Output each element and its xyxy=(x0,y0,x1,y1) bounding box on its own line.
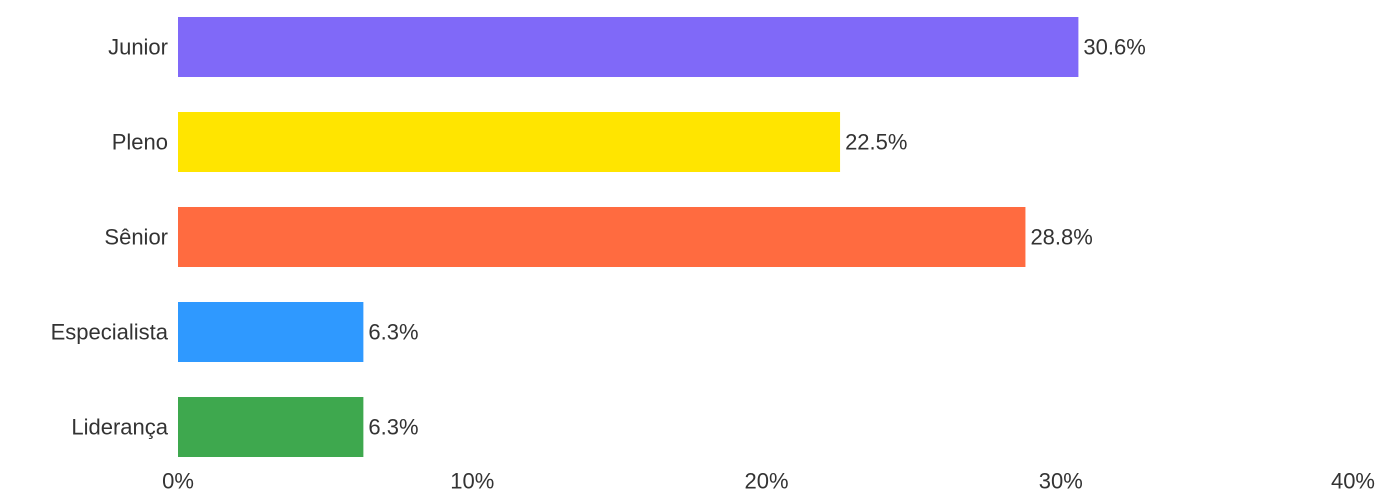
value-label-senior: 28.8% xyxy=(1030,225,1092,250)
category-label-junior: Junior xyxy=(108,35,168,60)
value-label-lideranca: 6.3% xyxy=(368,415,418,440)
category-label-lideranca: Liderança xyxy=(71,415,168,440)
value-label-junior: 30.6% xyxy=(1083,35,1145,60)
bar-senior xyxy=(178,207,1026,267)
x-tick-label: 20% xyxy=(744,469,788,494)
bar-junior xyxy=(178,17,1079,77)
bar-especialista xyxy=(178,302,364,362)
x-tick-label: 40% xyxy=(1331,469,1375,494)
value-labels: 30.6% 22.5% 28.8% 6.3% 6.3% xyxy=(368,35,1145,440)
value-label-pleno: 22.5% xyxy=(845,130,907,155)
category-label-pleno: Pleno xyxy=(112,130,168,155)
value-label-especialista: 6.3% xyxy=(368,320,418,345)
bar-pleno xyxy=(178,112,841,172)
category-label-senior: Sênior xyxy=(104,225,168,250)
category-label-especialista: Especialista xyxy=(51,320,169,345)
bars-group xyxy=(178,17,1079,457)
x-tick-label: 30% xyxy=(1039,469,1083,494)
bar-lideranca xyxy=(178,397,364,457)
x-axis-ticks: 0% 10% 20% 30% 40% xyxy=(162,469,1375,494)
x-tick-label: 0% xyxy=(162,469,194,494)
category-labels: Junior Pleno Sênior Especialista Liderança xyxy=(51,35,169,440)
x-tick-label: 10% xyxy=(450,469,494,494)
